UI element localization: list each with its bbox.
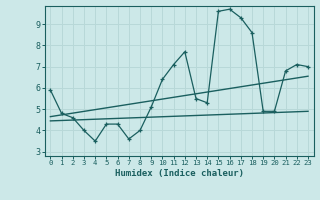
X-axis label: Humidex (Indice chaleur): Humidex (Indice chaleur) (115, 169, 244, 178)
